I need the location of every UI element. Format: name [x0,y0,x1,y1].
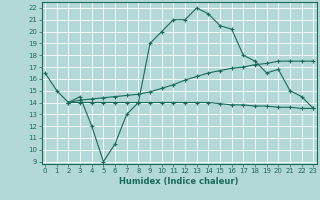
X-axis label: Humidex (Indice chaleur): Humidex (Indice chaleur) [119,177,239,186]
